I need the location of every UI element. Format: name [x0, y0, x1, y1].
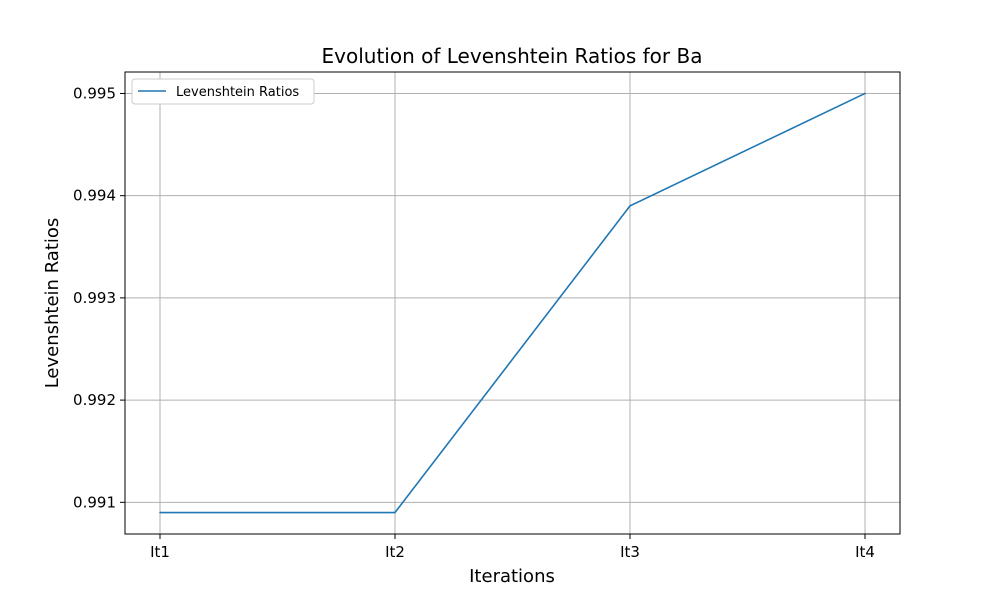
axis-ticks: It1 It2 It3 It4 0.991 0.992 0.993 0.994 0.995 [73, 84, 875, 561]
data-point [159, 511, 161, 514]
x-axis-label: Iterations [469, 566, 555, 587]
legend-box [131, 78, 315, 105]
y-tick-label: 0.995 [73, 84, 116, 102]
legend: Levenshtein Ratios [131, 78, 315, 105]
y-tick-label: 0.992 [73, 391, 116, 409]
data-point [394, 511, 396, 514]
series-line [160, 92, 866, 514]
plot-frame [124, 71, 901, 535]
data-point [864, 92, 866, 95]
chart-title: Evolution of Levenshtein Ratios for Ba [322, 44, 703, 68]
legend-label: Levenshtein Ratios [176, 85, 299, 100]
series-lines [159, 92, 866, 514]
x-tick-label: It4 [855, 543, 875, 561]
y-tick-label: 0.993 [73, 289, 116, 307]
data-point [629, 205, 631, 207]
y-axis-label: Levenshtein Ratios [42, 218, 63, 389]
x-tick-label: It2 [385, 543, 405, 561]
y-tick-label: 0.994 [73, 187, 116, 205]
x-tick-label: It3 [620, 543, 640, 561]
y-tick-label: 0.991 [73, 493, 116, 511]
x-tick-label: It1 [150, 543, 170, 561]
